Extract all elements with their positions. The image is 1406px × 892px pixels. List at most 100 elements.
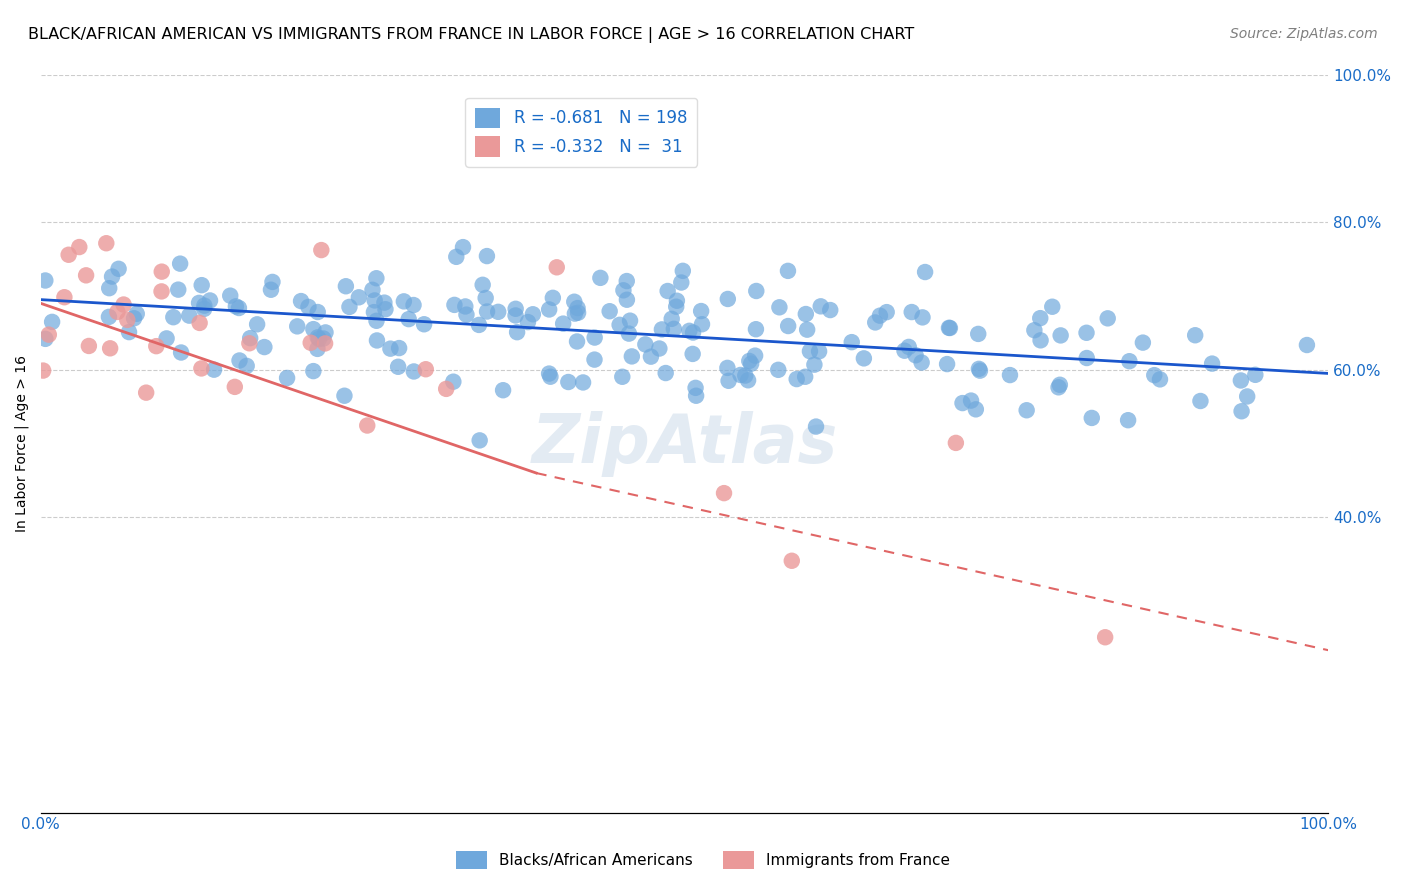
Point xyxy=(167,283,190,297)
Point xyxy=(564,307,586,321)
Point xyxy=(572,376,595,390)
Point xyxy=(155,331,177,345)
Point xyxy=(810,299,832,313)
Point xyxy=(38,327,60,342)
Point xyxy=(938,321,960,335)
Point xyxy=(648,342,671,356)
Point xyxy=(285,319,308,334)
Point xyxy=(434,382,457,396)
Point xyxy=(98,281,121,295)
Point xyxy=(302,322,325,336)
Point xyxy=(34,332,56,346)
Point xyxy=(299,335,322,350)
Point xyxy=(58,248,80,262)
Point xyxy=(1029,334,1052,348)
Point xyxy=(893,343,915,358)
Point xyxy=(716,360,738,375)
Point xyxy=(1097,311,1119,326)
Point xyxy=(671,276,693,290)
Point xyxy=(34,273,56,287)
Point xyxy=(1040,300,1063,314)
Point xyxy=(471,277,494,292)
Point xyxy=(960,393,983,408)
Point xyxy=(808,344,831,359)
Legend: Blacks/African Americans, Immigrants from France: Blacks/African Americans, Immigrants fro… xyxy=(450,845,956,875)
Point xyxy=(634,337,657,351)
Point xyxy=(475,304,498,318)
Point xyxy=(745,322,768,336)
Point xyxy=(740,357,762,371)
Point xyxy=(1029,311,1052,326)
Point xyxy=(616,293,638,307)
Point xyxy=(1296,338,1319,352)
Point xyxy=(745,284,768,298)
Point xyxy=(246,318,269,332)
Point xyxy=(145,339,167,353)
Point xyxy=(415,362,437,376)
Point xyxy=(387,359,409,374)
Point xyxy=(717,292,740,306)
Point xyxy=(738,354,761,368)
Point xyxy=(998,368,1021,382)
Point xyxy=(105,305,128,319)
Point xyxy=(290,294,312,309)
Point xyxy=(589,271,612,285)
Point xyxy=(651,322,673,336)
Point xyxy=(546,260,568,275)
Point xyxy=(150,285,173,299)
Point xyxy=(685,381,707,395)
Point xyxy=(612,283,634,297)
Point xyxy=(876,305,898,319)
Point xyxy=(307,342,329,356)
Point xyxy=(361,283,384,297)
Point xyxy=(713,486,735,500)
Point xyxy=(474,291,496,305)
Point xyxy=(567,306,589,320)
Point xyxy=(225,299,247,313)
Point xyxy=(1049,377,1071,392)
Point xyxy=(307,330,329,344)
Legend: R = -0.681   N = 198, R = -0.332   N =  31: R = -0.681 N = 198, R = -0.332 N = 31 xyxy=(465,97,697,167)
Point xyxy=(796,323,818,337)
Point xyxy=(456,308,478,322)
Point xyxy=(307,305,329,319)
Point xyxy=(169,257,191,271)
Point xyxy=(562,294,585,309)
Point xyxy=(662,322,685,336)
Point xyxy=(583,330,606,344)
Point xyxy=(193,299,215,313)
Point xyxy=(402,298,425,312)
Point xyxy=(392,294,415,309)
Point xyxy=(302,364,325,378)
Point xyxy=(730,368,752,382)
Point xyxy=(125,307,148,321)
Point xyxy=(654,366,676,380)
Point xyxy=(98,341,121,355)
Point xyxy=(122,311,145,326)
Point xyxy=(308,332,330,346)
Point xyxy=(486,305,509,319)
Point xyxy=(945,436,967,450)
Point xyxy=(1118,354,1140,368)
Point xyxy=(468,434,491,448)
Point xyxy=(565,334,588,349)
Point xyxy=(661,311,683,326)
Point xyxy=(717,374,740,388)
Point xyxy=(678,324,700,338)
Point xyxy=(170,345,193,359)
Point xyxy=(347,290,370,304)
Point xyxy=(446,250,468,264)
Point xyxy=(335,279,357,293)
Point xyxy=(1201,357,1223,371)
Point xyxy=(112,297,135,311)
Point xyxy=(1047,380,1070,394)
Point xyxy=(1132,335,1154,350)
Point xyxy=(969,364,991,378)
Point xyxy=(619,313,641,327)
Point xyxy=(744,349,766,363)
Point xyxy=(612,369,634,384)
Point xyxy=(776,264,799,278)
Point xyxy=(869,309,891,323)
Point xyxy=(1189,394,1212,409)
Y-axis label: In Labor Force | Age > 16: In Labor Force | Age > 16 xyxy=(15,355,30,532)
